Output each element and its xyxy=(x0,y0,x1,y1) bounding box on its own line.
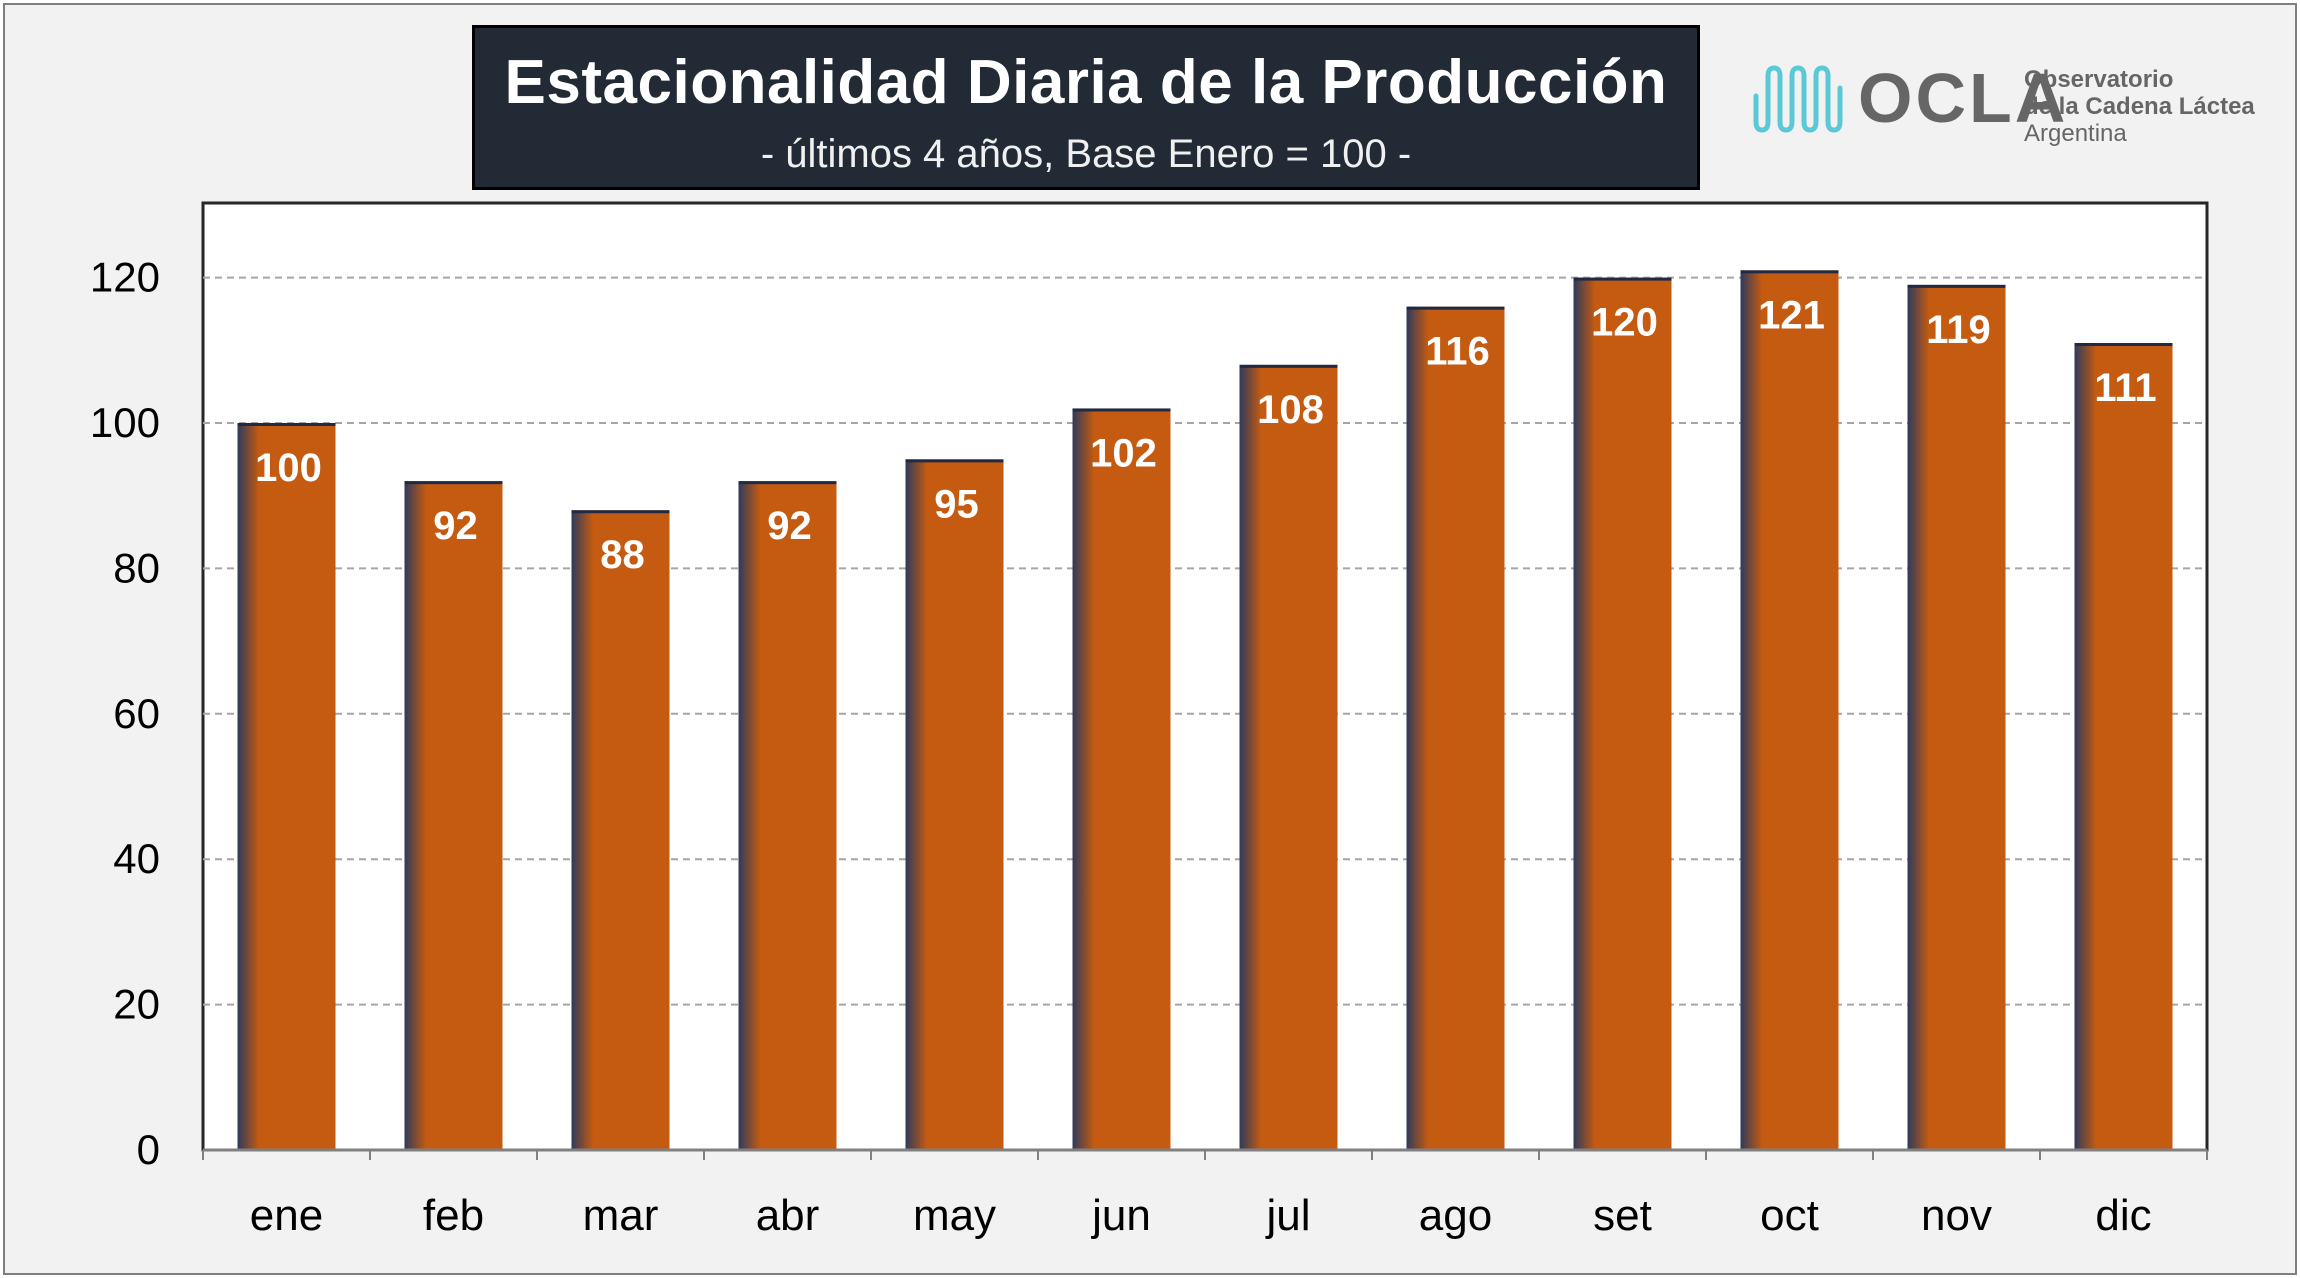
x-tick-label: ene xyxy=(250,1191,323,1240)
x-axis-ticks xyxy=(202,1150,2208,1160)
bar xyxy=(1740,270,1839,1151)
x-tick-label: set xyxy=(1593,1191,1652,1240)
x-axis-labels: ene feb mar abr may jun jul ago set oct nov dic xyxy=(250,1191,2152,1240)
chart-subtitle: - últimos 4 años, Base Enero = 100 - xyxy=(760,132,1412,176)
data-label: 116 xyxy=(1425,330,1490,374)
data-label: 121 xyxy=(1758,293,1825,337)
bar xyxy=(237,423,336,1150)
bar xyxy=(2074,343,2173,1150)
ocla-wordmark: OCLA xyxy=(1858,59,2069,137)
chart-title: Estacionalidad Diaria de la Producción xyxy=(504,48,1668,117)
bar xyxy=(1406,306,1505,1150)
y-tick-label: 60 xyxy=(113,690,160,737)
ocla-logo: OCLA Observatorio de la Cadena Láctea Ar… xyxy=(1752,59,2272,170)
x-tick-label: dic xyxy=(2095,1191,2151,1240)
data-label: 92 xyxy=(767,504,812,548)
y-tick-label: 0 xyxy=(137,1126,160,1173)
y-tick-label: 40 xyxy=(113,835,160,882)
bar xyxy=(905,459,1004,1151)
ocla-line-1: Observatorio xyxy=(2024,66,2174,93)
x-tick-label: ago xyxy=(1419,1191,1492,1240)
data-label: 119 xyxy=(1926,308,1991,352)
data-label: 111 xyxy=(2094,366,2156,410)
data-label: 102 xyxy=(1090,431,1157,475)
x-tick-label: may xyxy=(913,1191,996,1240)
ocla-line-2: de la Cadena Láctea xyxy=(2024,93,2255,120)
gridlines xyxy=(203,276,2207,1006)
bar xyxy=(1072,408,1171,1151)
bar-top xyxy=(1072,408,1171,412)
x-tick-label: jul xyxy=(1264,1191,1310,1240)
bar-top xyxy=(905,459,1004,463)
x-tick-label: nov xyxy=(1921,1191,1992,1240)
bar xyxy=(404,481,503,1150)
ocla-wave-icon xyxy=(1753,65,1843,133)
y-tick-label: 80 xyxy=(113,544,160,591)
data-label: 108 xyxy=(1257,388,1324,432)
plot-area xyxy=(201,201,2209,1152)
bar-top xyxy=(738,481,837,485)
x-tick-label: feb xyxy=(423,1191,484,1240)
bar-top xyxy=(237,423,336,426)
bar-top xyxy=(1239,364,1338,368)
x-tick-label: oct xyxy=(1760,1191,1819,1240)
bar xyxy=(1573,277,1672,1151)
bar-top xyxy=(1406,306,1505,310)
bar xyxy=(1239,364,1338,1151)
bar-top xyxy=(2074,343,2173,347)
x-tick-label: jun xyxy=(1090,1191,1151,1240)
y-tick-label: 20 xyxy=(113,981,160,1028)
bar xyxy=(571,510,670,1150)
data-label: 95 xyxy=(934,482,979,526)
data-label: 120 xyxy=(1591,301,1658,345)
bars: 100 92 88 92 95 102 108 116 120 121 119 111 xyxy=(237,270,2173,1151)
bar-top xyxy=(571,510,670,514)
ocla-line-3: Argentina xyxy=(2024,120,2127,147)
bar xyxy=(1907,284,2006,1150)
bar-top xyxy=(1740,270,1839,274)
x-tick-label: mar xyxy=(583,1191,659,1240)
bar-top xyxy=(1573,277,1672,281)
bar xyxy=(738,481,837,1150)
bar-top xyxy=(1907,284,2006,288)
bar-top xyxy=(404,481,503,485)
y-tick-label: 100 xyxy=(90,399,160,446)
y-tick-label: 120 xyxy=(90,254,160,301)
x-tick-label: abr xyxy=(756,1191,820,1240)
ocla-subtitle: Observatorio de la Cadena Láctea Argenti… xyxy=(2024,66,2255,147)
title-box: Estacionalidad Diaria de la Producción -… xyxy=(472,25,1700,190)
data-label: 92 xyxy=(433,504,478,548)
data-label: 100 xyxy=(255,446,322,490)
data-label: 88 xyxy=(600,533,645,577)
y-axis-labels: 0 20 40 60 80 100 120 xyxy=(90,254,160,1173)
